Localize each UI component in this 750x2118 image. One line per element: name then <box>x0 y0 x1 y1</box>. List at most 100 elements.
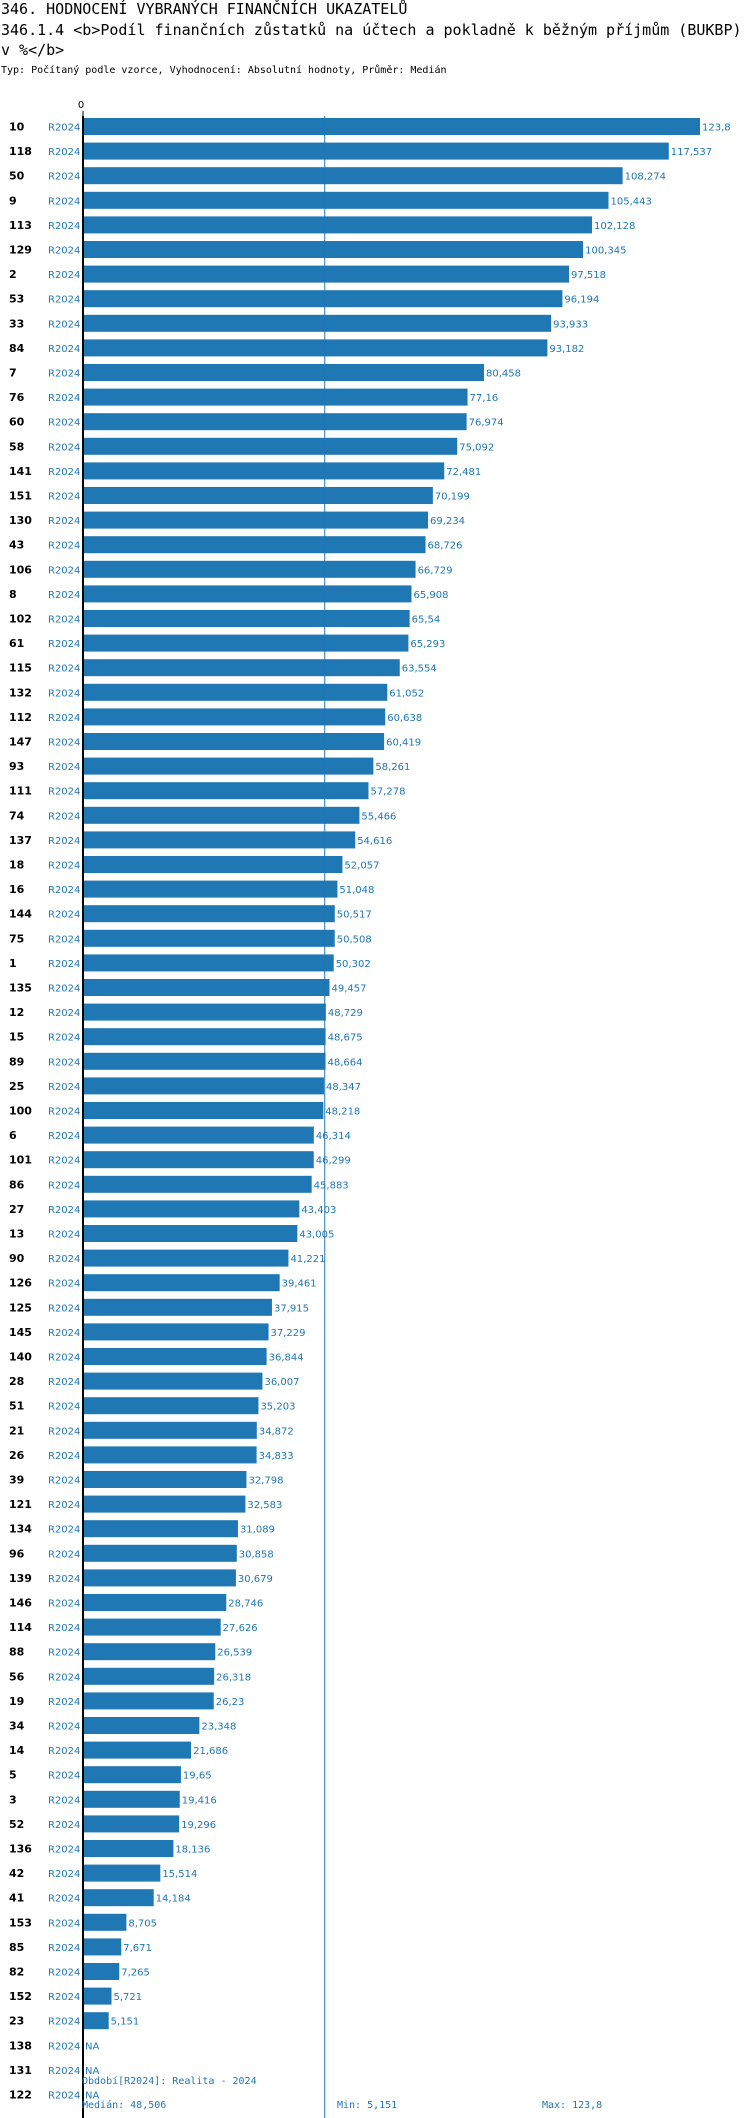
bar <box>83 1569 236 1587</box>
category-label: 16 <box>9 883 25 896</box>
category-label: 6 <box>9 1129 17 1142</box>
value-label: NA <box>85 2091 99 2102</box>
category-label: 118 <box>9 145 32 158</box>
value-label: 30,858 <box>239 1549 274 1560</box>
category-label: 112 <box>9 711 32 724</box>
category-label: 9 <box>9 194 17 207</box>
bar <box>83 413 467 431</box>
bar <box>83 1446 257 1464</box>
value-label: 97,518 <box>571 270 606 281</box>
period-label: R2024 <box>48 1894 80 1905</box>
bar <box>83 1594 227 1611</box>
bar <box>83 2012 109 2030</box>
value-label: 58,261 <box>375 762 410 773</box>
bar <box>83 1544 237 1562</box>
period-label: R2024 <box>48 295 80 306</box>
period-label: R2024 <box>48 885 80 896</box>
value-label: 21,686 <box>193 1746 228 1757</box>
value-label: 28,746 <box>228 1599 263 1610</box>
value-label: 50,508 <box>337 934 372 945</box>
value-label: 108,274 <box>625 172 666 183</box>
value-label: 65,293 <box>410 639 445 650</box>
value-label: 35,203 <box>260 1402 295 1413</box>
value-label: 27,626 <box>223 1623 258 1634</box>
bar <box>83 1200 300 1218</box>
value-label: 41,221 <box>290 1254 325 1265</box>
category-label: 138 <box>9 2039 32 2052</box>
value-label: 34,872 <box>259 1426 294 1437</box>
bar <box>83 118 700 135</box>
period-label: R2024 <box>48 1992 80 2003</box>
period-label: R2024 <box>48 1303 80 1314</box>
period-label: R2024 <box>48 811 80 822</box>
period-label: R2024 <box>48 1476 80 1487</box>
value-label: 68,726 <box>428 541 463 552</box>
value-label: 46,299 <box>316 1156 351 1167</box>
category-label: 130 <box>9 514 32 527</box>
period-label: R2024 <box>48 1426 80 1437</box>
category-label: 50 <box>9 170 25 183</box>
bar <box>83 216 592 234</box>
period-label: R2024 <box>48 393 80 404</box>
bar <box>83 1643 216 1661</box>
period-label: R2024 <box>48 1328 80 1339</box>
period-label: R2024 <box>48 984 80 995</box>
category-label: 5 <box>9 1769 17 1782</box>
period-label: R2024 <box>48 1500 80 1511</box>
period-label: R2024 <box>48 418 80 429</box>
value-label: 76,974 <box>469 418 504 429</box>
period-label: R2024 <box>48 1918 80 1929</box>
bar <box>83 1274 280 1292</box>
bar <box>83 339 548 357</box>
category-label: 101 <box>9 1154 32 1167</box>
category-label: 39 <box>9 1474 24 1487</box>
period-label: R2024 <box>48 369 80 380</box>
category-label: 18 <box>9 859 24 872</box>
period-label: R2024 <box>48 1968 80 1979</box>
bar <box>83 314 552 332</box>
value-label: 57,278 <box>370 787 405 798</box>
period-label: R2024 <box>48 1549 80 1560</box>
category-label: 56 <box>9 1670 25 1683</box>
category-label: 145 <box>9 1326 32 1339</box>
value-label: 48,218 <box>325 1107 360 1118</box>
bar <box>83 905 335 923</box>
value-label: 48,729 <box>328 1008 363 1019</box>
category-label: 139 <box>9 1572 32 1585</box>
value-label: 49,457 <box>331 984 366 995</box>
page-title: 346. HODNOCENÍ VYBRANÝCH FINANČNÍCH UKAZ… <box>1 0 408 18</box>
category-label: 90 <box>9 1252 25 1265</box>
period-label: R2024 <box>48 1869 80 1880</box>
category-label: 114 <box>9 1621 32 1634</box>
category-label: 75 <box>9 932 24 945</box>
value-label: 117,537 <box>671 147 712 158</box>
period-label: R2024 <box>48 959 80 970</box>
category-label: 14 <box>9 1744 25 1757</box>
period-label: R2024 <box>48 688 80 699</box>
category-label: 115 <box>9 662 32 675</box>
chart-subtitle: 346.1.4 <b>Podíl finančních zůstatků na … <box>1 21 742 59</box>
footer-period: Období[R2024]: Realita - 2024 <box>82 2076 257 2087</box>
value-label: NA <box>85 2041 99 2052</box>
period-label: R2024 <box>48 1402 80 1413</box>
value-label: 19,65 <box>183 1771 212 1782</box>
bar <box>83 880 338 898</box>
category-label: 134 <box>9 1523 32 1536</box>
category-label: 53 <box>9 293 24 306</box>
bar <box>83 560 416 578</box>
category-label: 23 <box>9 2015 24 2028</box>
period-label: R2024 <box>48 1353 80 1364</box>
period-label: R2024 <box>48 1057 80 1068</box>
value-label: 69,234 <box>430 516 465 527</box>
category-label: 61 <box>9 637 24 650</box>
value-label: 5,151 <box>111 2017 140 2028</box>
value-label: 60,419 <box>386 738 421 749</box>
value-label: 43,005 <box>299 1230 334 1241</box>
period-label: R2024 <box>48 1525 80 1536</box>
period-label: R2024 <box>48 664 80 675</box>
bar <box>83 1840 174 1857</box>
period-label: R2024 <box>48 2091 80 2102</box>
value-label: 18,136 <box>175 1845 210 1856</box>
period-label: R2024 <box>48 123 80 134</box>
bar <box>83 610 410 627</box>
